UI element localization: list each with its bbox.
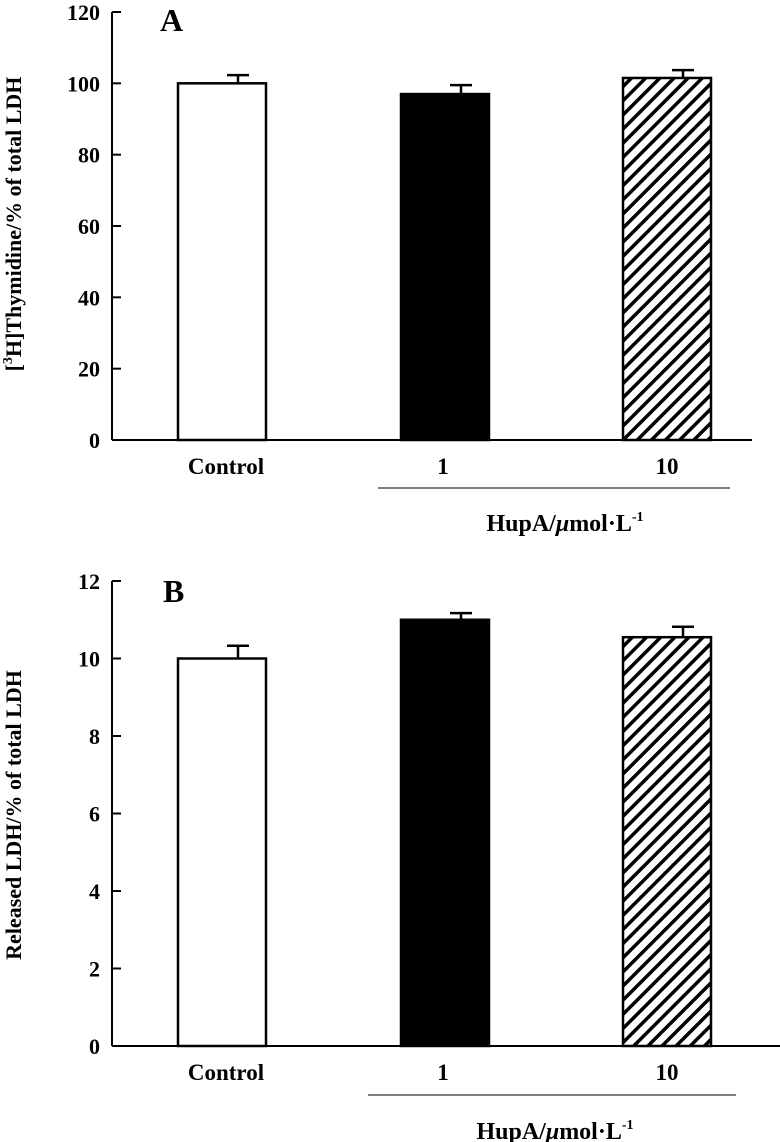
- y-tick-label: 40: [78, 285, 100, 310]
- y-tick-label: 8: [89, 724, 100, 749]
- y-tick-label: 80: [78, 143, 100, 168]
- y-tick-label: 2: [89, 957, 100, 982]
- bar-1: [176, 82, 268, 442]
- x-tick-label-3: 10: [656, 1060, 679, 1085]
- x-tick-label-1: Control: [188, 1060, 264, 1085]
- y-tick-label: 0: [89, 428, 100, 453]
- y-tick-label: 4: [89, 879, 100, 904]
- y-tick-label: 6: [89, 802, 100, 827]
- x-axis-title: HupA/μmol·L-1: [476, 1118, 633, 1142]
- y-tick-label: 20: [78, 357, 100, 382]
- y-tick-label: 10: [78, 647, 100, 672]
- panel-label: A: [160, 2, 183, 38]
- chart-b-svg: 0 2 4 6 8 10 12 Control 1 10 HupA/μmol·L-1 B Release…: [1, 569, 780, 1142]
- chart-panel-a: 0 20 40 60 80 100 120 Control 1 10 HupA/μmol·L-1 A […: [0, 0, 780, 560]
- y-axis-title: [3H]Thymidine/% of total LDH: [1, 77, 26, 372]
- bar-3: [621, 76, 713, 442]
- x-tick-label-1: Control: [188, 454, 264, 479]
- x-tick-label-3: 10: [656, 454, 679, 479]
- y-tick-label: 0: [89, 1034, 100, 1059]
- x-axis-title: HupA/μmol·L-1: [486, 510, 643, 537]
- y-tick-label: 100: [67, 71, 100, 96]
- y-tick-label: 60: [78, 214, 100, 239]
- y-tick-label: 12: [78, 569, 100, 594]
- bar-1: [176, 657, 268, 1048]
- bar-2: [399, 618, 491, 1048]
- bar-3: [621, 635, 713, 1048]
- panel-label: B: [163, 573, 184, 609]
- x-tick-label-2: 1: [437, 454, 449, 479]
- x-tick-label-2: 1: [437, 1060, 449, 1085]
- y-axis-title: Released LDH/% of total LDH: [1, 670, 26, 960]
- y-tick-label: 120: [67, 0, 100, 25]
- chart-panel-b: 0 2 4 6 8 10 12 Control 1 10 HupA/μmol·L-1 B Release…: [0, 560, 780, 1142]
- chart-a-svg: 0 20 40 60 80 100 120 Control 1 10 HupA/μmol·L-1 A […: [1, 0, 752, 537]
- bar-2: [399, 92, 491, 442]
